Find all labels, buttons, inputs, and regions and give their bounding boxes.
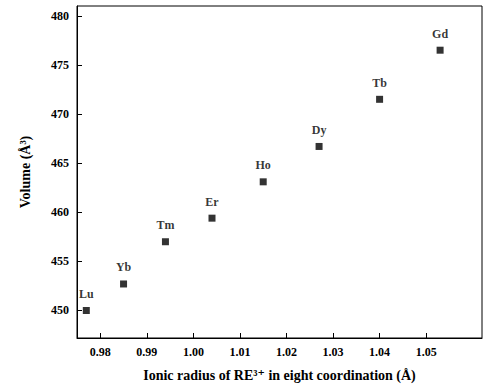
svg-text:460: 460 xyxy=(51,205,69,219)
svg-text:1.03: 1.03 xyxy=(323,345,344,359)
svg-text:Lu: Lu xyxy=(79,287,94,301)
svg-text:Yb: Yb xyxy=(116,260,132,274)
svg-text:455: 455 xyxy=(51,254,69,268)
svg-text:0.98: 0.98 xyxy=(90,345,111,359)
svg-text:475: 475 xyxy=(51,58,69,72)
svg-text:Tm: Tm xyxy=(156,218,174,232)
svg-text:450: 450 xyxy=(51,303,69,317)
svg-text:1.01: 1.01 xyxy=(229,345,250,359)
svg-text:Ionic radius of RE³⁺ in eight: Ionic radius of RE³⁺ in eight coordinati… xyxy=(143,368,416,384)
svg-text:465: 465 xyxy=(51,156,69,170)
svg-text:480: 480 xyxy=(51,9,69,23)
svg-text:1.02: 1.02 xyxy=(276,345,297,359)
svg-text:Tb: Tb xyxy=(372,76,387,90)
svg-text:Gd: Gd xyxy=(432,27,448,41)
svg-text:Ho: Ho xyxy=(256,158,271,172)
svg-text:470: 470 xyxy=(51,107,69,121)
svg-text:1.04: 1.04 xyxy=(369,345,390,359)
svg-text:Er: Er xyxy=(205,195,219,209)
svg-text:0.99: 0.99 xyxy=(136,345,157,359)
svg-text:1.00: 1.00 xyxy=(183,345,204,359)
svg-text:1.05: 1.05 xyxy=(416,345,437,359)
svg-text:Dy: Dy xyxy=(312,123,327,137)
svg-text:Volume (Å³): Volume (Å³) xyxy=(18,135,34,208)
